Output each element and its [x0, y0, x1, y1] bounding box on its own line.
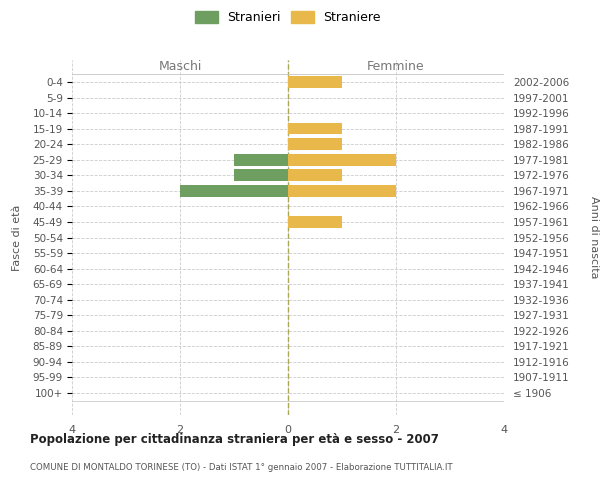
Bar [288, 76, 342, 88]
Bar [234, 154, 288, 166]
Bar [234, 170, 288, 181]
Bar [288, 185, 396, 196]
Y-axis label: Fasce di età: Fasce di età [11, 204, 22, 270]
Legend: Stranieri, Straniere: Stranieri, Straniere [195, 11, 381, 24]
Bar [180, 185, 288, 196]
Text: Maschi: Maschi [158, 60, 202, 74]
Text: Popolazione per cittadinanza straniera per età e sesso - 2007: Popolazione per cittadinanza straniera p… [30, 432, 439, 446]
Y-axis label: Anni di nascita: Anni di nascita [589, 196, 599, 279]
Bar [288, 170, 342, 181]
Text: Femmine: Femmine [367, 60, 425, 74]
Bar [288, 123, 342, 134]
Bar [288, 216, 342, 228]
Text: COMUNE DI MONTALDO TORINESE (TO) - Dati ISTAT 1° gennaio 2007 - Elaborazione TUT: COMUNE DI MONTALDO TORINESE (TO) - Dati … [30, 462, 452, 471]
Bar [288, 138, 342, 150]
Bar [288, 154, 396, 166]
